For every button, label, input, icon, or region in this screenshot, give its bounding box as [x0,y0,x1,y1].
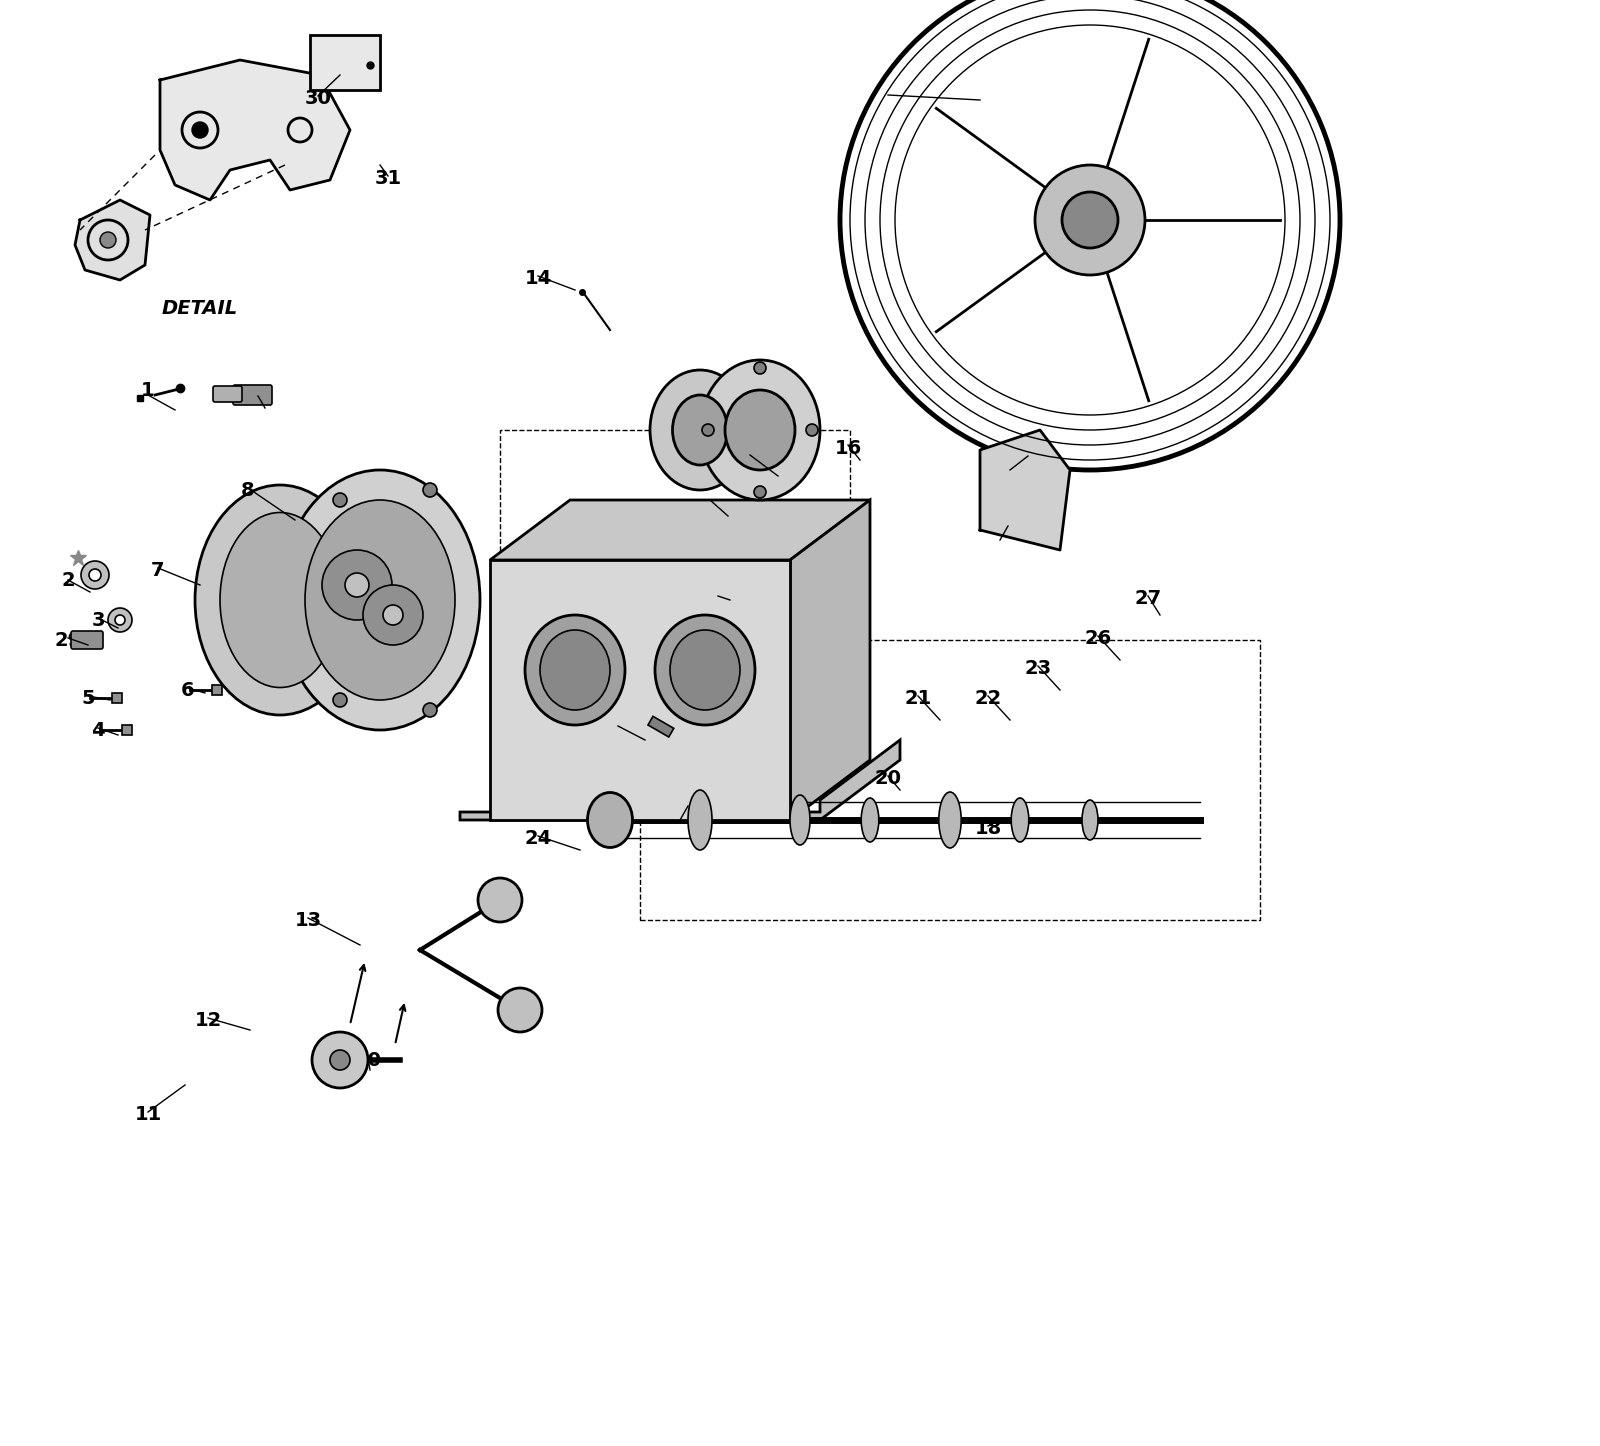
Text: 8: 8 [242,480,254,499]
Text: 24: 24 [525,829,552,847]
Ellipse shape [672,395,728,466]
Ellipse shape [280,470,480,730]
Circle shape [82,561,109,589]
Ellipse shape [790,795,810,844]
Text: 33: 33 [1014,448,1042,467]
Polygon shape [490,500,870,560]
Text: 32: 32 [245,389,272,408]
Text: 1: 1 [141,380,155,399]
Text: 13: 13 [294,911,322,930]
Circle shape [840,0,1341,470]
Circle shape [109,607,131,632]
Circle shape [312,1032,368,1087]
Ellipse shape [1011,798,1029,842]
Text: 20: 20 [875,768,901,788]
Ellipse shape [306,500,454,700]
Circle shape [422,703,437,717]
Circle shape [330,1050,350,1070]
Bar [490,560,790,820]
Bar [648,716,674,737]
Circle shape [99,231,115,249]
FancyBboxPatch shape [213,386,242,402]
Circle shape [754,362,766,375]
Ellipse shape [725,390,795,470]
Text: 15: 15 [765,469,792,487]
Circle shape [363,586,422,645]
Text: 28: 28 [704,589,731,607]
Polygon shape [790,500,870,820]
Text: 4: 4 [91,720,106,739]
Ellipse shape [861,798,878,842]
Text: DETAIL: DETAIL [162,298,238,318]
Circle shape [754,486,766,497]
Ellipse shape [939,792,962,847]
Bar [640,641,1261,920]
Circle shape [478,878,522,923]
Text: 2: 2 [61,571,75,590]
Text: 27: 27 [1134,589,1162,607]
Circle shape [333,693,347,707]
Text: 3: 3 [91,610,104,629]
Ellipse shape [701,360,819,500]
FancyBboxPatch shape [234,385,272,405]
Text: 21: 21 [904,688,931,707]
Bar [211,685,222,696]
Text: 34: 34 [995,519,1021,538]
Ellipse shape [650,370,750,490]
Polygon shape [75,200,150,281]
FancyBboxPatch shape [70,630,102,649]
Text: 29: 29 [54,630,82,649]
Text: 23: 23 [1024,658,1051,678]
Text: 6: 6 [181,681,195,700]
Bar [112,693,122,703]
Ellipse shape [654,615,755,724]
Ellipse shape [525,615,626,724]
Text: 18: 18 [974,818,1002,837]
Ellipse shape [670,630,739,710]
Circle shape [1062,192,1118,249]
Circle shape [346,573,370,597]
Text: 22: 22 [974,688,1002,707]
Text: 25: 25 [605,719,632,737]
Text: 30: 30 [304,88,331,107]
Circle shape [422,483,437,497]
Circle shape [1035,165,1146,275]
Ellipse shape [195,484,365,714]
Ellipse shape [587,792,632,847]
Polygon shape [160,59,350,200]
Text: 5: 5 [82,688,94,707]
Circle shape [115,615,125,625]
Circle shape [333,493,347,508]
Bar [499,429,850,630]
Ellipse shape [541,630,610,710]
Text: 14: 14 [525,269,552,288]
Circle shape [702,424,714,437]
Circle shape [806,424,818,437]
Text: 9: 9 [882,88,894,107]
Circle shape [192,121,208,137]
Ellipse shape [1082,800,1098,840]
Circle shape [382,604,403,625]
Circle shape [90,568,101,581]
Circle shape [498,988,542,1032]
Text: 19: 19 [675,798,701,817]
Bar [310,35,381,90]
Text: 31: 31 [374,169,402,188]
Text: 16: 16 [834,438,862,457]
Ellipse shape [221,512,339,687]
Polygon shape [461,740,899,820]
Text: 26: 26 [1085,629,1112,648]
Text: 7: 7 [152,561,165,580]
Text: 12: 12 [194,1011,222,1030]
Text: 11: 11 [134,1106,162,1125]
Polygon shape [979,429,1070,549]
Circle shape [322,549,392,620]
Ellipse shape [688,790,712,850]
Bar [122,724,131,735]
Text: 10: 10 [355,1050,381,1070]
Text: 17: 17 [715,509,741,528]
